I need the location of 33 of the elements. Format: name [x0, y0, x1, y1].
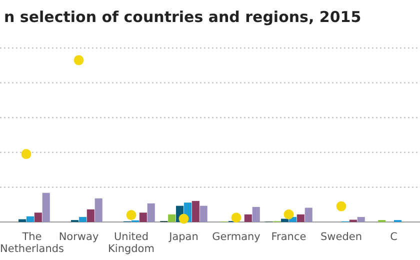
point	[284, 209, 294, 220]
bar	[42, 192, 50, 222]
point	[21, 149, 32, 160]
bar	[168, 214, 176, 222]
bar	[200, 206, 208, 222]
x-tick-label: Sweden	[320, 231, 362, 243]
bar	[192, 200, 200, 222]
point	[178, 214, 189, 224]
bar	[357, 216, 365, 222]
point	[336, 201, 346, 212]
bar	[244, 214, 252, 222]
x-tick-label: Japan	[168, 231, 198, 243]
x-tick-label: Germany	[212, 231, 260, 243]
bar	[18, 219, 26, 222]
point	[231, 212, 242, 223]
bar	[94, 198, 102, 222]
bar	[34, 212, 42, 222]
bar	[26, 216, 34, 222]
x-tick-label: Norway	[58, 231, 99, 243]
point	[126, 210, 136, 220]
bar	[281, 218, 289, 222]
chart-title: n selection of countries and regions, 2015	[4, 8, 362, 26]
x-tick-label: United Kingdom	[108, 231, 154, 255]
bar	[139, 212, 147, 222]
bar	[252, 206, 260, 222]
x-tick-label: C	[390, 231, 398, 243]
bar	[296, 214, 304, 222]
x-tick-label: France	[271, 231, 306, 243]
bar	[86, 209, 94, 222]
bar	[304, 208, 312, 222]
point	[74, 55, 84, 66]
bar	[78, 216, 86, 222]
bar	[147, 203, 155, 222]
